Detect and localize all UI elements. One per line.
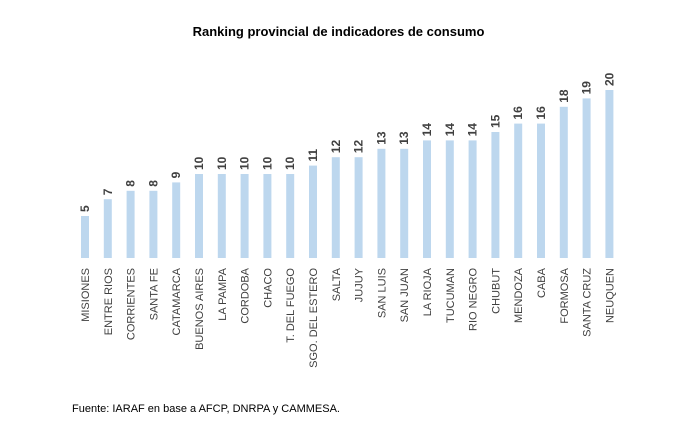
value-label-cordoba: 10 — [238, 156, 252, 170]
value-label-neuquen: 20 — [602, 72, 616, 86]
bar-neuquen — [605, 90, 614, 258]
category-label-entre-rios: ENTRE RIOS — [103, 268, 115, 335]
bar-entre-rios — [103, 199, 112, 258]
value-label-san-juan: 13 — [397, 131, 411, 145]
category-label-chaco: CHACO — [262, 268, 274, 308]
value-label-corrientes: 8 — [124, 180, 138, 187]
category-label-rio-negro: RIO NEGRO — [468, 268, 480, 331]
bar-chubut — [491, 132, 500, 258]
bar-la-rioja — [423, 140, 431, 258]
value-label-mendoza: 16 — [511, 106, 525, 120]
category-label-jujuy: JUJUY — [354, 267, 366, 302]
bar-formosa — [559, 106, 568, 258]
bar-san-luis — [377, 148, 386, 258]
category-label-catamarca: CATAMARCA — [171, 267, 183, 335]
bar-san-juan — [400, 148, 409, 258]
source-note: Fuente: IARAF en base a AFCP, DNRPA y CA… — [72, 403, 340, 415]
category-label-santa-cruz: SANTA CRUZ — [582, 268, 594, 337]
value-label-chubut: 15 — [488, 114, 502, 128]
bar-mendoza — [514, 123, 523, 258]
bar-jujuy — [354, 157, 363, 258]
category-label-la-rioja: LA RIOJA — [422, 267, 434, 316]
bar-chaco — [263, 174, 272, 258]
category-label-san-juan: SAN JUAN — [399, 268, 411, 322]
category-label-salta: SALTA — [331, 267, 343, 301]
value-label-formosa: 18 — [557, 89, 571, 103]
category-label-cordoba: CORDOBA — [240, 267, 252, 323]
bar-caba — [537, 123, 545, 258]
category-label-corrientes: CORRIENTES — [126, 268, 138, 340]
value-label-misiones: 5 — [78, 205, 92, 212]
category-label-santa-fe: SANTA FE — [148, 268, 160, 320]
category-label-buenos-aires: BUENOS AIRES — [194, 268, 206, 350]
bar-santa-cruz — [582, 98, 591, 259]
category-label-misiones: MISIONES — [80, 268, 92, 322]
bar-tucuman — [445, 140, 454, 258]
category-label-formosa: FORMOSA — [559, 267, 571, 323]
value-label-san-luis: 13 — [374, 131, 388, 145]
chart-title: Ranking provincial de indicadores de con… — [192, 24, 485, 39]
value-label-la-pampa: 10 — [215, 156, 229, 170]
bar-chart: 5 MISIONES 7 ENTRE RIOS 8 CORRIENTES 8 SANTA FE… — [78, 72, 616, 368]
value-label-caba: 16 — [534, 106, 548, 120]
category-label-tucuman: TUCUMAN — [445, 268, 457, 323]
bar-la-pampa — [217, 174, 226, 258]
bar-cordoba — [240, 174, 249, 258]
value-label-chaco: 10 — [260, 156, 274, 170]
category-label-t-del-fuego: T. DEL FUEGO — [285, 268, 297, 343]
category-label-mendoza: MENDOZA — [513, 267, 525, 323]
value-label-entre-rios: 7 — [101, 188, 115, 195]
bar-rio-negro — [468, 140, 477, 258]
bar-sgo-del-estero — [309, 165, 317, 258]
value-label-la-rioja: 14 — [420, 123, 434, 137]
bar-misiones — [81, 216, 89, 258]
value-label-buenos-aires: 10 — [192, 156, 206, 170]
category-label-sgo-del-estero: SGO. DEL ESTERO — [308, 268, 320, 368]
bar-santa-fe — [149, 190, 158, 258]
value-label-jujuy: 12 — [352, 140, 366, 154]
category-label-chubut: CHUBUT — [490, 268, 502, 314]
bar-buenos-aires — [195, 174, 203, 258]
bar-corrientes — [126, 190, 135, 258]
value-label-catamarca: 9 — [169, 171, 183, 178]
value-label-tucuman: 14 — [443, 123, 457, 137]
bar-catamarca — [172, 182, 181, 258]
value-label-t-del-fuego: 10 — [283, 156, 297, 170]
value-label-santa-fe: 8 — [146, 180, 160, 187]
value-label-sgo-del-estero: 11 — [306, 149, 320, 162]
value-label-santa-cruz: 19 — [580, 81, 594, 95]
value-label-rio-negro: 14 — [466, 123, 480, 137]
category-label-neuquen: NEUQUEN — [604, 268, 616, 323]
category-label-san-luis: SAN LUIS — [376, 268, 388, 318]
bar-salta — [331, 157, 340, 258]
bar-t-del-fuego — [286, 174, 295, 258]
category-label-caba: CABA — [536, 267, 548, 298]
value-label-salta: 12 — [329, 140, 343, 154]
category-label-la-pampa: LA PAMPA — [217, 267, 229, 320]
